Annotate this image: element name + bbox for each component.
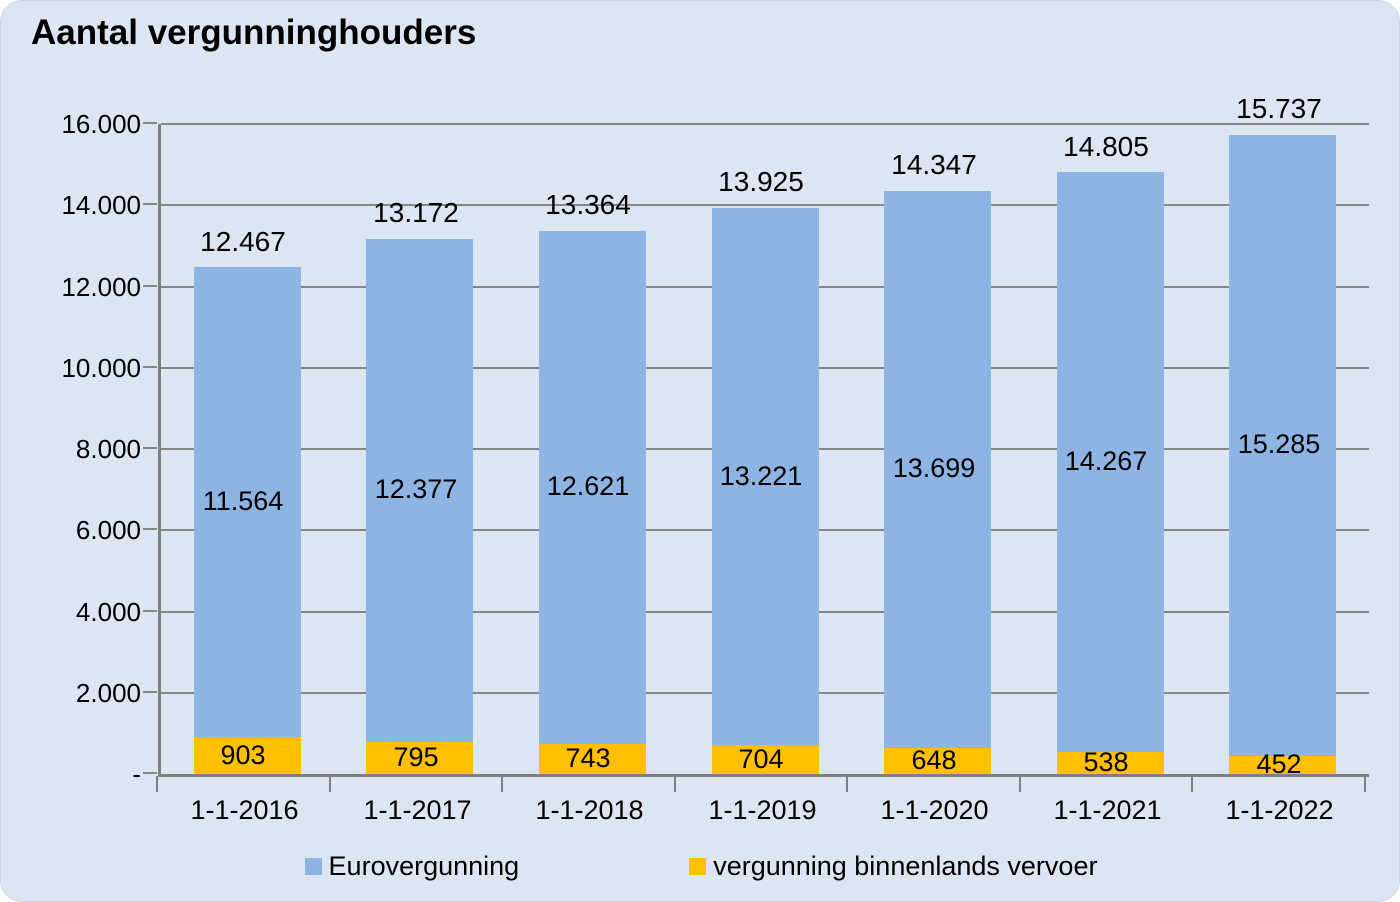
legend-label-binnenlands-vervoer: vergunning binnenlands vervoer [713,851,1098,881]
total-label: 14.805 [1063,131,1149,162]
value-label-binnenlands-vervoer: 743 [565,743,611,773]
value-label-binnenlands-vervoer: 704 [738,744,784,774]
x-axis-tick [846,776,848,792]
x-axis-label: 1-1-2017 [363,795,472,825]
legend-label-eurovergunning: Eurovergunning [328,851,520,881]
bar-segment-eurovergunning [884,191,991,748]
legend-swatch-blue-icon [304,857,322,875]
bar-segment-eurovergunning [1229,135,1336,756]
x-axis-tick [156,776,158,792]
y-axis-label: 12.000 [61,271,141,302]
value-label-binnenlands-vervoer: 648 [911,745,957,775]
y-axis-label: 4.000 [75,596,141,627]
bar-segment-binnenlands-vervoer [539,744,646,774]
x-axis-label: 1-1-2021 [1053,795,1162,825]
x-axis-tick [1191,776,1193,792]
chart-legend: Eurovergunning vergunning binnenlands ve… [1,849,1400,883]
bar-segment-binnenlands-vervoer [194,737,301,774]
bar-segment-binnenlands-vervoer [712,745,819,774]
x-axis-tick [1364,776,1366,792]
x-axis-tick [329,776,331,792]
total-label: 13.364 [545,189,631,220]
value-label-eurovergunning: 12.377 [374,474,458,504]
x-axis-label: 1-1-2016 [190,795,299,825]
value-label-eurovergunning: 13.699 [892,453,976,483]
legend-swatch-yellow-icon [689,857,707,875]
bar-segment-eurovergunning [366,239,473,742]
y-axis-label: 2.000 [75,677,141,708]
y-axis-tick [143,609,157,612]
bar-segment-binnenlands-vervoer [1057,752,1164,774]
bar-segment-binnenlands-vervoer [1229,756,1336,774]
y-axis-tick [143,284,157,287]
y-axis-tick [143,365,157,368]
bar-segment-eurovergunning [194,267,301,737]
x-axis-tick [501,776,503,792]
value-label-eurovergunning: 13.221 [719,461,803,491]
value-label-binnenlands-vervoer: 795 [393,742,439,772]
bar-segment-eurovergunning [539,231,646,744]
total-label: 13.925 [718,166,804,197]
legend-item-eurovergunning: Eurovergunning [304,849,520,883]
chart-title: Aantal vergunninghouders [31,13,477,52]
x-axis-tick [674,776,676,792]
gridline-14.000 [161,204,1369,207]
x-axis-label: 1-1-2018 [535,795,644,825]
y-axis-label: 14.000 [61,190,141,221]
y-axis-tick [143,203,157,206]
x-axis-label: 1-1-2022 [1225,795,1334,825]
y-axis-label: 10.000 [61,352,141,383]
y-axis-tick [143,772,157,774]
y-axis-label: 16.000 [61,109,141,139]
y-axis-label: 8.000 [75,434,141,464]
total-label: 14.347 [891,149,977,180]
plot-area [158,123,1369,777]
value-label-eurovergunning: 14.267 [1064,446,1148,476]
y-axis-label: - [132,759,141,789]
y-axis-tick [143,528,157,531]
bar-segment-binnenlands-vervoer [366,742,473,774]
bar-segment-binnenlands-vervoer [884,748,991,774]
value-label-eurovergunning: 11.564 [202,486,284,516]
y-axis-tick [143,690,157,693]
x-axis-tick [1019,776,1021,792]
x-axis-label: 1-1-2019 [708,795,817,825]
y-axis-tick [143,122,157,124]
value-label-eurovergunning: 15.285 [1237,429,1321,459]
value-label-binnenlands-vervoer: 538 [1083,747,1129,777]
value-label-binnenlands-vervoer: 452 [1256,749,1302,779]
total-label: 15.737 [1236,93,1322,124]
total-label: 12.467 [200,226,286,257]
bar-segment-eurovergunning [712,208,819,745]
gridline-16.000 [161,123,1369,125]
value-label-eurovergunning: 12.621 [546,471,630,501]
total-label: 13.172 [373,197,459,228]
x-axis-label: 1-1-2020 [880,795,989,825]
y-axis-tick [143,447,157,449]
y-axis-label: 6.000 [75,515,141,546]
legend-item-binnenlands-vervoer: vergunning binnenlands vervoer [689,849,1097,883]
value-label-binnenlands-vervoer: 903 [220,740,266,770]
bar-segment-eurovergunning [1057,172,1164,752]
